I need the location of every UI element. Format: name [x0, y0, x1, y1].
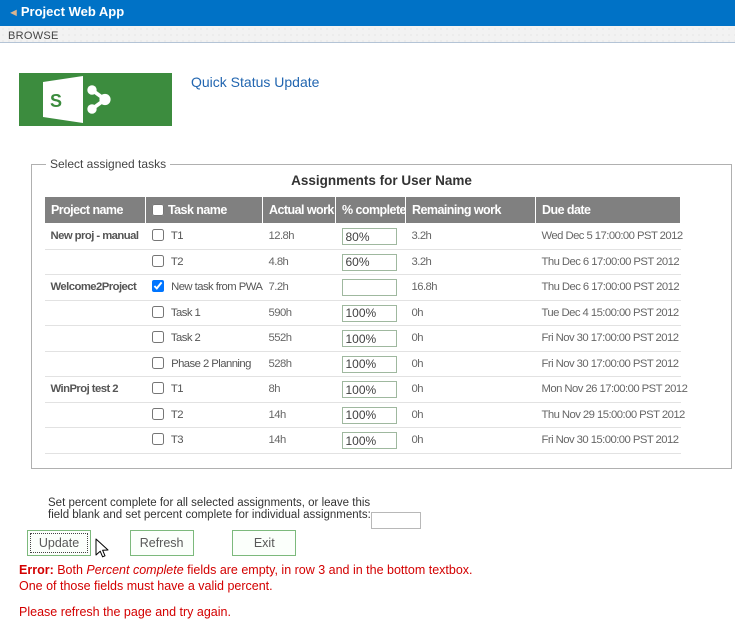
svg-text:S: S	[50, 91, 62, 111]
